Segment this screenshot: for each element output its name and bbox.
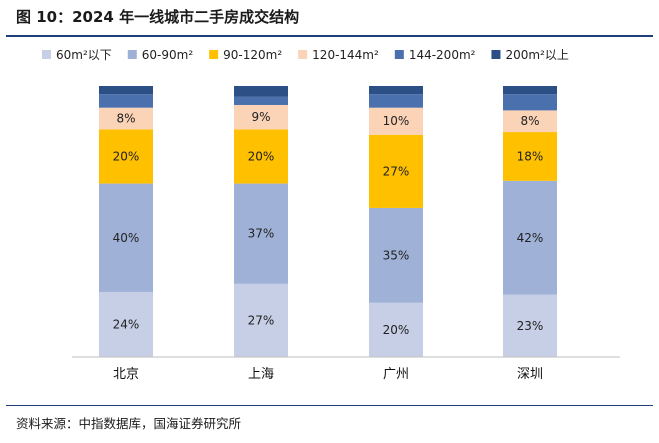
bar-segment bbox=[369, 134, 423, 208]
bar-segment bbox=[99, 107, 153, 130]
bar-segment bbox=[503, 132, 557, 181]
bar-segment bbox=[234, 104, 288, 130]
legend-swatch bbox=[394, 50, 404, 59]
bar-value-label: 18% bbox=[517, 149, 544, 163]
bar-value-label: 8% bbox=[116, 112, 135, 126]
chart-title: 图 10：2024 年一线城市二手房成交结构 bbox=[16, 8, 300, 26]
legend-item: 60m²以下 bbox=[42, 48, 112, 62]
legend-item: 60-90m² bbox=[127, 48, 194, 62]
source-rule bbox=[6, 405, 653, 406]
bar-value-label: 40% bbox=[113, 231, 140, 245]
x-tick-label: 广州 bbox=[383, 367, 409, 382]
bar-value-label: 42% bbox=[517, 231, 544, 245]
bar-segment bbox=[234, 96, 288, 105]
bar-segment bbox=[503, 294, 557, 357]
bar-segment bbox=[503, 180, 557, 295]
bar-segment bbox=[369, 107, 423, 135]
bar-segment bbox=[503, 86, 557, 95]
legend-label: 144-200m² bbox=[409, 48, 476, 62]
x-tick-label: 北京 bbox=[113, 367, 139, 382]
bar-segment bbox=[234, 129, 288, 184]
chart-bars: 24% 40% 20% 8% 27% 37% 20% 9% 20% 35% 27% 10% 23% 42%… bbox=[99, 86, 557, 357]
bar-value-label: 27% bbox=[383, 164, 410, 178]
bar-segment bbox=[99, 291, 153, 357]
legend-item: 120-144m² bbox=[298, 48, 379, 62]
legend-label: 200m²以上 bbox=[505, 48, 568, 62]
bar-segment bbox=[369, 302, 423, 357]
bar-segment bbox=[99, 86, 153, 95]
bar-value-label: 9% bbox=[251, 110, 270, 124]
bar-value-label: 20% bbox=[113, 149, 140, 163]
bar-value-label: 23% bbox=[517, 319, 544, 333]
title-rule bbox=[6, 35, 653, 37]
bar-value-label: 20% bbox=[248, 149, 275, 163]
x-tick-label: 深圳 bbox=[517, 367, 543, 382]
x-axis-labels: 北京 上海 广州 深圳 bbox=[113, 367, 543, 382]
bar-segment bbox=[234, 86, 288, 97]
bar-segment bbox=[99, 129, 153, 184]
legend-item: 90-120m² bbox=[209, 48, 282, 62]
legend-swatch bbox=[298, 50, 308, 59]
bar-segment bbox=[503, 110, 557, 133]
bar-value-label: 8% bbox=[520, 114, 539, 128]
bar-segment bbox=[503, 94, 557, 111]
legend-swatch bbox=[491, 50, 501, 59]
bar-segment bbox=[369, 207, 423, 303]
bar-segment bbox=[99, 94, 153, 108]
bar-value-label: 10% bbox=[383, 114, 410, 128]
x-tick-label: 上海 bbox=[248, 367, 274, 382]
legend-label: 120-144m² bbox=[312, 48, 379, 62]
bar-segment bbox=[234, 183, 288, 284]
bar-segment bbox=[369, 86, 423, 95]
bar-value-label: 35% bbox=[383, 248, 410, 262]
bar-segment bbox=[369, 94, 423, 108]
bar-segment bbox=[99, 183, 153, 292]
legend-item: 144-200m² bbox=[394, 48, 476, 62]
stacked-bar-chart: 60m²以下 60-90m² 90-120m² 120-144m² 144-200m² 2… bbox=[42, 48, 620, 382]
legend-label: 60m²以下 bbox=[56, 48, 112, 62]
bar-value-label: 27% bbox=[248, 313, 275, 327]
bar-value-label: 24% bbox=[113, 317, 140, 331]
bar-segment bbox=[234, 283, 288, 357]
chart-legend: 60m²以下 60-90m² 90-120m² 120-144m² 144-200m² 2… bbox=[42, 48, 569, 62]
bar-value-label: 37% bbox=[248, 227, 275, 241]
legend-swatch bbox=[42, 50, 51, 59]
bar-value-label: 20% bbox=[383, 323, 410, 337]
legend-label: 90-120m² bbox=[223, 48, 282, 62]
legend-swatch bbox=[209, 50, 219, 59]
legend-item: 200m²以上 bbox=[491, 48, 569, 62]
legend-label: 60-90m² bbox=[142, 48, 194, 62]
source-note: 资料来源：中指数据库，国海证券研究所 bbox=[16, 416, 242, 431]
legend-swatch bbox=[127, 50, 137, 59]
